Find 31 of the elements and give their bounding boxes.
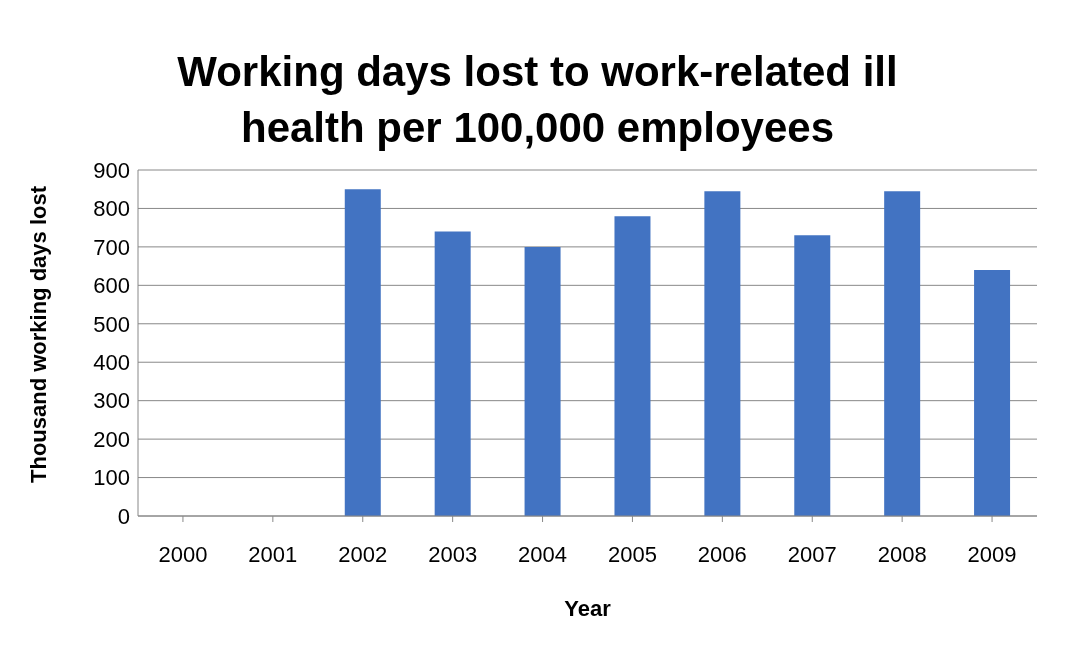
bar [524,246,561,516]
bar [434,231,471,516]
y-tick-label: 400 [93,350,130,376]
y-tick-label: 100 [93,465,130,491]
x-tick-label: 2005 [607,541,657,567]
x-tick-label: 2001 [248,541,298,567]
y-tick-label: 300 [93,388,130,414]
x-tick-label: 2006 [697,541,747,567]
bar [974,269,1011,516]
bar [884,191,921,516]
x-tick-label: 2000 [158,541,208,567]
bar [614,216,651,516]
chart-title: Working days lost to work-related ill health per 100,000 employees [176,47,899,153]
y-tick-label: 600 [93,273,130,299]
y-tick-label: 0 [117,503,130,529]
bar [704,191,741,516]
x-tick-label: 2003 [428,541,478,567]
x-axis-title: Year [564,596,612,621]
y-tick-label: 500 [93,311,130,337]
bar [344,189,381,516]
y-axis-title: Thousand working days lost [25,185,51,483]
x-tick-label: 2002 [338,541,388,567]
x-tick-label: 2009 [967,541,1017,567]
y-tick-label: 800 [93,196,130,222]
y-tick-label: 700 [93,234,130,260]
x-tick-label: 2004 [518,541,568,567]
y-tick-label: 900 [93,157,130,183]
y-tick-label: 200 [93,426,130,452]
bar [794,235,831,516]
x-tick-label: 2008 [877,541,927,567]
x-tick-label: 2007 [787,541,837,567]
